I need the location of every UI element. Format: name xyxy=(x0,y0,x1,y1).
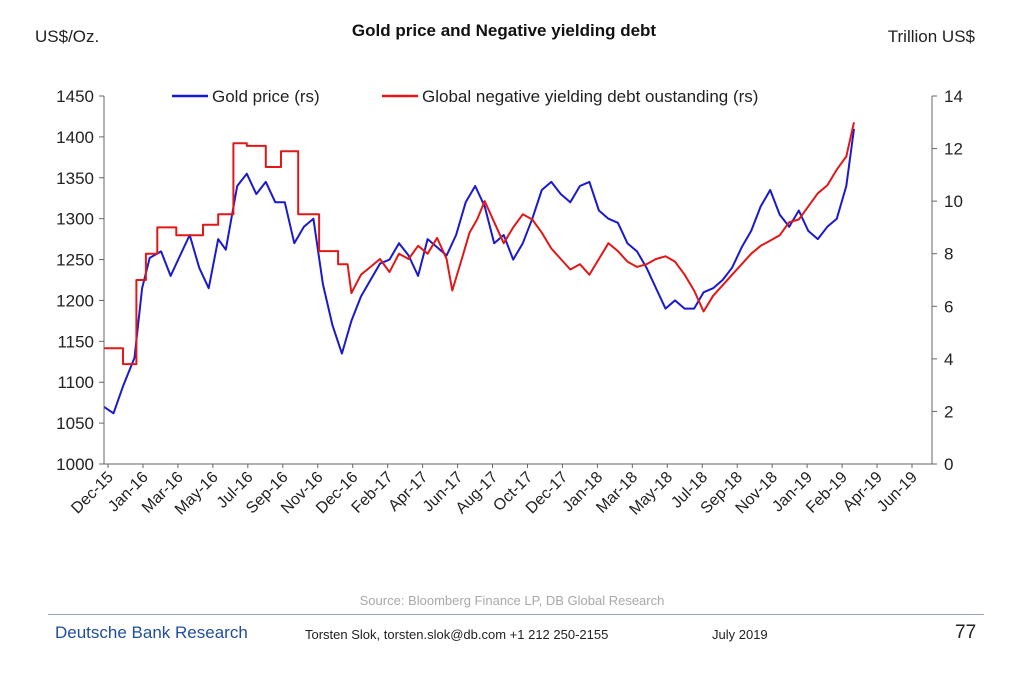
source-note: Source: Bloomberg Finance LP, DB Global … xyxy=(360,593,665,608)
y-tick-label-left: 1150 xyxy=(57,332,94,351)
y-tick-label-right: 2 xyxy=(944,402,953,421)
legend-debt-label: Global negative yielding debt oustanding… xyxy=(422,87,758,106)
x-tick-label: Jun-19 xyxy=(874,469,921,516)
y-tick-label-right: 4 xyxy=(944,350,953,369)
y-tick-label-right: 12 xyxy=(944,140,963,159)
y-tick-label-right: 8 xyxy=(944,245,953,264)
y-tick-label-left: 1400 xyxy=(56,128,94,147)
y-tick-label-left: 1050 xyxy=(56,414,94,433)
y-tick-label-left: 1450 xyxy=(56,87,94,106)
y-tick-label-left: 1250 xyxy=(56,251,94,270)
footer-date: July 2019 xyxy=(712,627,768,642)
y-tick-label-right: 0 xyxy=(944,455,953,474)
gold-price-line xyxy=(103,128,855,415)
y-tick-label-right: 10 xyxy=(944,192,963,211)
y-axis-label-right: Trillion US$ xyxy=(888,27,976,46)
y-axis-label-left: US$/Oz. xyxy=(35,27,99,46)
y-tick-label-left: 1350 xyxy=(56,169,94,188)
y-tick-label-left: 1200 xyxy=(56,291,94,310)
y-tick-label-right: 6 xyxy=(944,297,953,316)
y-tick-label-left: 1000 xyxy=(56,455,94,474)
footer-org: Deutsche Bank Research xyxy=(55,623,248,642)
page-number: 77 xyxy=(955,622,977,643)
y-tick-label-left: 1100 xyxy=(57,373,94,392)
footer-divider xyxy=(48,614,984,615)
legend-gold-label: Gold price (rs) xyxy=(212,87,320,106)
x-tick-label: Dec-15 xyxy=(68,469,117,518)
y-tick-label-left: 1300 xyxy=(56,210,94,229)
y-tick-label-right: 14 xyxy=(944,87,963,106)
footer-contact: Torsten Slok, torsten.slok@db.com +1 212… xyxy=(305,627,609,642)
chart-title: Gold price and Negative yielding debt xyxy=(352,21,657,40)
negative-yield-debt-line xyxy=(104,122,855,366)
